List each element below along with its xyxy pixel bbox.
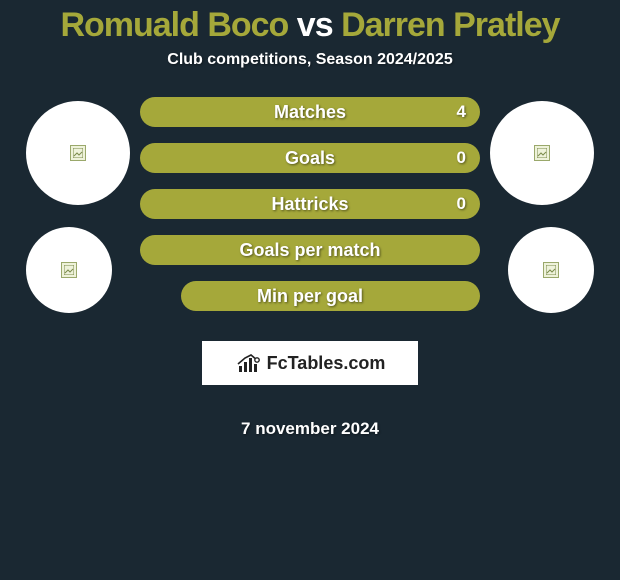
player1-club-circle — [26, 227, 112, 313]
player1-photo-circle — [26, 101, 130, 205]
player1-name: Romuald Boco — [60, 6, 288, 44]
player1-images-col — [20, 97, 140, 313]
stat-label: Hattricks — [140, 194, 480, 215]
date-text: 7 november 2024 — [241, 419, 379, 439]
stats-column: Matches 4 Goals 0 Hattricks 0 Goals per … — [140, 97, 480, 439]
chart-icon — [235, 352, 265, 374]
player2-name: Darren Pratley — [341, 6, 559, 44]
stat-value-right: 0 — [457, 194, 466, 214]
logo-text: FcTables.com — [267, 353, 386, 374]
comparison-area: Matches 4 Goals 0 Hattricks 0 Goals per … — [0, 97, 620, 439]
stat-row-mpg: Min per goal — [140, 281, 480, 311]
player2-images-col — [480, 97, 600, 313]
stat-row-matches: Matches 4 — [140, 97, 480, 127]
subtitle: Club competitions, Season 2024/2025 — [167, 51, 452, 69]
stat-value-right: 4 — [457, 102, 466, 122]
broken-image-icon — [70, 145, 86, 161]
page-title: Romuald Boco vs Darren Pratley — [60, 6, 559, 45]
broken-image-icon — [534, 145, 550, 161]
broken-image-icon — [61, 262, 77, 278]
logo-box: FcTables.com — [202, 341, 418, 385]
stat-label: Matches — [140, 102, 480, 123]
stat-row-goals: Goals 0 — [140, 143, 480, 173]
stat-row-gpm: Goals per match — [140, 235, 480, 265]
player2-photo-circle — [490, 101, 594, 205]
stat-label: Min per goal — [140, 286, 480, 307]
vs-text: vs — [297, 6, 333, 44]
stat-label: Goals — [140, 148, 480, 169]
stat-value-right: 0 — [457, 148, 466, 168]
player2-club-circle — [508, 227, 594, 313]
broken-image-icon — [543, 262, 559, 278]
stat-label: Goals per match — [140, 240, 480, 261]
stat-row-hattricks: Hattricks 0 — [140, 189, 480, 219]
